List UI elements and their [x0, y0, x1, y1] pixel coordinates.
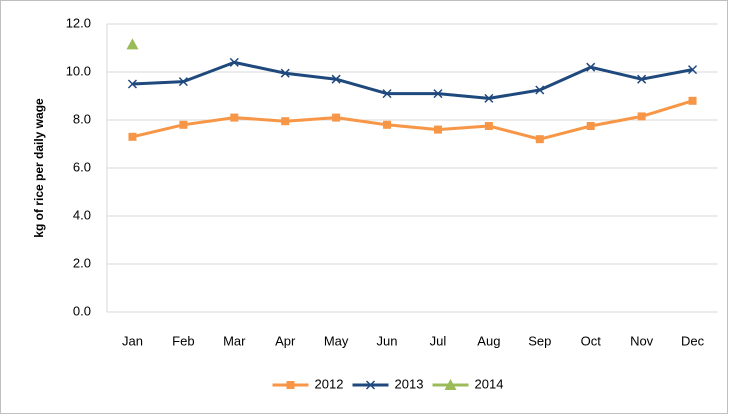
- y-tick-label: 0.0: [73, 303, 91, 318]
- data-point: [535, 85, 545, 95]
- data-point: [484, 93, 494, 103]
- legend-label: 2014: [475, 376, 504, 391]
- series-line: [132, 60, 693, 100]
- x-tick-label: Apr: [275, 333, 296, 348]
- x-tick-label: Mar: [223, 333, 246, 348]
- data-point: [229, 57, 239, 67]
- y-tick-label: 10.0: [66, 63, 91, 78]
- data-point: [178, 77, 188, 87]
- data-point: [179, 120, 188, 129]
- data-point: [332, 113, 341, 122]
- legend-label: 2012: [315, 376, 344, 391]
- x-tick-label: Jul: [430, 333, 447, 348]
- y-tick-label: 8.0: [73, 111, 91, 126]
- legend-marker: [365, 380, 376, 390]
- data-point: [484, 122, 493, 130]
- data-point: [637, 74, 647, 84]
- x-tick-label: Oct: [581, 333, 602, 348]
- x-tick-label: May: [324, 333, 349, 348]
- series-line: [132, 99, 693, 141]
- data-point: [433, 89, 443, 99]
- legend-marker: [286, 381, 295, 389]
- data-point: [433, 125, 442, 134]
- data-point: [281, 117, 290, 126]
- legend-label: 2013: [395, 376, 424, 391]
- data-point: [230, 113, 239, 122]
- x-tick-label: Feb: [172, 333, 194, 348]
- data-point: [637, 112, 646, 121]
- data-point: [331, 74, 341, 84]
- data-point: [586, 122, 595, 130]
- data-point: [688, 65, 698, 75]
- x-tick-label: Jun: [377, 333, 398, 348]
- x-tick-label: Aug: [477, 333, 500, 348]
- x-tick-label: Sep: [528, 333, 551, 348]
- data-point: [280, 68, 290, 78]
- data-point: [127, 79, 137, 89]
- data-point: [383, 120, 392, 129]
- x-tick-label: Nov: [630, 333, 654, 348]
- data-point: [586, 62, 596, 72]
- data-point: [688, 96, 697, 105]
- y-tick-label: 2.0: [73, 255, 91, 270]
- data-point: [126, 38, 139, 50]
- legend-marker: [444, 379, 457, 390]
- data-point: [128, 132, 137, 141]
- y-tick-label: 4.0: [73, 207, 91, 222]
- data-point: [535, 135, 544, 144]
- y-axis-label: kg of rice per daily wage: [32, 98, 46, 238]
- y-tick-label: 12.0: [66, 15, 91, 30]
- x-tick-label: Jan: [122, 333, 143, 348]
- data-point: [382, 89, 392, 99]
- x-tick-label: Dec: [681, 333, 705, 348]
- y-tick-label: 6.0: [73, 159, 91, 174]
